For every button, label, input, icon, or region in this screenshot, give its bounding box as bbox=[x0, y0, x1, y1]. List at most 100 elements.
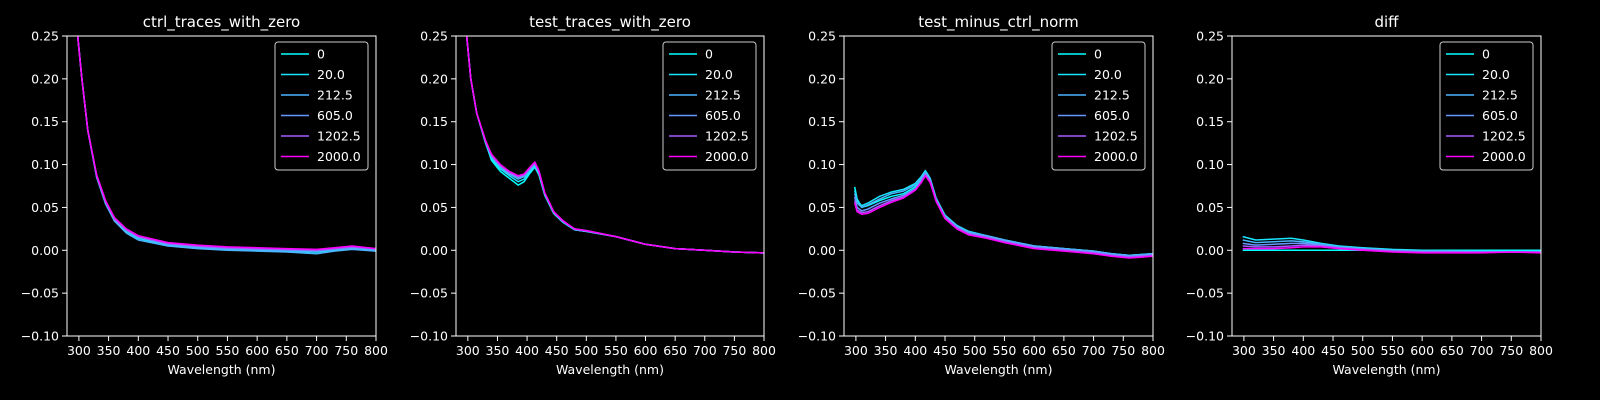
x-tick-label: 800 bbox=[1141, 343, 1165, 358]
x-tick-label: 600 bbox=[1410, 343, 1434, 358]
y-tick-label: 0.15 bbox=[420, 114, 448, 129]
y-tick-label: 0.25 bbox=[1196, 29, 1224, 44]
series-line-6 bbox=[465, 36, 764, 254]
x-tick-label: 700 bbox=[305, 343, 329, 358]
x-tick-label: 450 bbox=[1321, 343, 1345, 358]
legend-label: 212.5 bbox=[1094, 88, 1130, 103]
legend-label: 2000.0 bbox=[1482, 149, 1526, 164]
x-tick-label: 550 bbox=[604, 343, 628, 358]
x-tick-label: 800 bbox=[752, 343, 776, 358]
legend-label: 0 bbox=[705, 47, 713, 62]
y-tick-label: 0.05 bbox=[808, 200, 836, 215]
plot-frame bbox=[455, 35, 765, 337]
legend-label: 605.0 bbox=[317, 108, 353, 123]
legend: 0 20.0 212.5 605.0 1202.5 2000.0 bbox=[274, 41, 369, 171]
y-tick-label: −0.10 bbox=[798, 329, 836, 344]
x-tick-label: 550 bbox=[1381, 343, 1405, 358]
x-tick-label: 700 bbox=[1470, 343, 1494, 358]
legend-label: 0 bbox=[1094, 47, 1102, 62]
x-tick-label: 500 bbox=[574, 343, 598, 358]
y-tick-label: 0.25 bbox=[31, 29, 59, 44]
chart-panel-3: test_minus_ctrl_norm 300 350 400 450 500 550 60… bbox=[798, 13, 1165, 377]
y-tick-label: −0.05 bbox=[21, 286, 59, 301]
plot-frame bbox=[66, 35, 377, 337]
x-axis-label: Wavelength (nm) bbox=[168, 362, 276, 377]
series-line-4 bbox=[853, 173, 1153, 258]
x-tick-label: 300 bbox=[456, 343, 480, 358]
legend-label: 0 bbox=[1482, 47, 1490, 62]
chart-title: diff bbox=[1374, 13, 1399, 31]
chart-panel-4: diff 300 350 400 450 500 550 600 650 700 750 800 −0.… bbox=[1186, 13, 1553, 377]
y-tick-label: 0.05 bbox=[420, 200, 448, 215]
legend-label: 2000.0 bbox=[1094, 149, 1138, 164]
plot-frame bbox=[843, 35, 1154, 337]
x-tick-label: 300 bbox=[844, 343, 868, 358]
y-tick-label: 0.00 bbox=[420, 243, 448, 258]
series-line-5 bbox=[1242, 244, 1541, 253]
y-tick-label: 0.15 bbox=[31, 114, 59, 129]
x-tick-label: 450 bbox=[933, 343, 957, 358]
series-line-6 bbox=[853, 174, 1153, 259]
x-tick-label: 700 bbox=[1082, 343, 1106, 358]
chart-title: ctrl_traces_with_zero bbox=[143, 13, 300, 32]
x-axis-label: Wavelength (nm) bbox=[1333, 362, 1441, 377]
chart-panel-2: test_traces_with_zero 300 350 400 450 500 550 6… bbox=[410, 13, 776, 377]
legend-label: 1202.5 bbox=[1094, 129, 1138, 144]
y-tick-label: 0.05 bbox=[31, 200, 59, 215]
x-tick-label: 350 bbox=[1262, 343, 1286, 358]
x-tick-label: 400 bbox=[1291, 343, 1315, 358]
y-tick-label: 0.10 bbox=[1196, 157, 1224, 172]
x-tick-label: 450 bbox=[545, 343, 569, 358]
y-tick-label: −0.05 bbox=[410, 286, 448, 301]
x-tick-label: 550 bbox=[216, 343, 240, 358]
x-tick-label: 500 bbox=[963, 343, 987, 358]
y-tick-label: 0.25 bbox=[420, 29, 448, 44]
x-tick-label: 800 bbox=[1529, 343, 1553, 358]
x-tick-label: 600 bbox=[634, 343, 658, 358]
plot-frame bbox=[1231, 35, 1542, 337]
x-tick-label: 400 bbox=[515, 343, 539, 358]
x-tick-label: 600 bbox=[245, 343, 269, 358]
series-line-6 bbox=[76, 36, 376, 251]
y-tick-label: 0.10 bbox=[808, 157, 836, 172]
legend-label: 20.0 bbox=[317, 67, 345, 82]
chart-title: test_traces_with_zero bbox=[529, 13, 691, 32]
y-tick-label: 0.20 bbox=[420, 71, 448, 86]
chart-title: test_minus_ctrl_norm bbox=[918, 13, 1079, 32]
x-tick-label: 450 bbox=[156, 343, 180, 358]
y-tick-label: −0.05 bbox=[798, 286, 836, 301]
x-axis-label: Wavelength (nm) bbox=[945, 362, 1053, 377]
legend-label: 20.0 bbox=[1094, 67, 1122, 82]
y-tick-label: 0.15 bbox=[808, 114, 836, 129]
legend-label: 605.0 bbox=[1094, 108, 1130, 123]
x-axis-label: Wavelength (nm) bbox=[556, 362, 664, 377]
y-tick-label: −0.10 bbox=[410, 329, 448, 344]
x-tick-label: 350 bbox=[97, 343, 121, 358]
x-tick-label: 750 bbox=[722, 343, 746, 358]
y-tick-label: 0.00 bbox=[1196, 243, 1224, 258]
x-tick-label: 650 bbox=[275, 343, 299, 358]
y-tick-label: 0.20 bbox=[31, 71, 59, 86]
y-tick-label: 0.20 bbox=[1196, 71, 1224, 86]
legend-label: 212.5 bbox=[317, 88, 353, 103]
y-tick-label: 0.00 bbox=[808, 243, 836, 258]
legend-label: 2000.0 bbox=[317, 149, 361, 164]
y-tick-label: −0.05 bbox=[1186, 286, 1224, 301]
x-tick-label: 600 bbox=[1022, 343, 1046, 358]
x-tick-label: 500 bbox=[1351, 343, 1375, 358]
chart-panel-1: ctrl_traces_with_zero 300 350 400 450 500 550 6… bbox=[21, 13, 388, 377]
legend-label: 605.0 bbox=[705, 108, 741, 123]
x-tick-label: 400 bbox=[126, 343, 150, 358]
x-tick-label: 500 bbox=[186, 343, 210, 358]
y-tick-label: 0.15 bbox=[1196, 114, 1224, 129]
y-tick-label: −0.10 bbox=[21, 329, 59, 344]
legend-label: 1202.5 bbox=[705, 129, 749, 144]
legend: 0 20.0 212.5 605.0 1202.5 2000.0 bbox=[1051, 41, 1146, 171]
x-tick-label: 300 bbox=[67, 343, 91, 358]
series-line-5 bbox=[853, 174, 1153, 258]
legend: 0 20.0 212.5 605.0 1202.5 2000.0 bbox=[662, 41, 757, 171]
legend-label: 2000.0 bbox=[705, 149, 749, 164]
legend-label: 212.5 bbox=[705, 88, 741, 103]
x-tick-label: 800 bbox=[364, 343, 388, 358]
y-tick-label: 0.05 bbox=[1196, 200, 1224, 215]
